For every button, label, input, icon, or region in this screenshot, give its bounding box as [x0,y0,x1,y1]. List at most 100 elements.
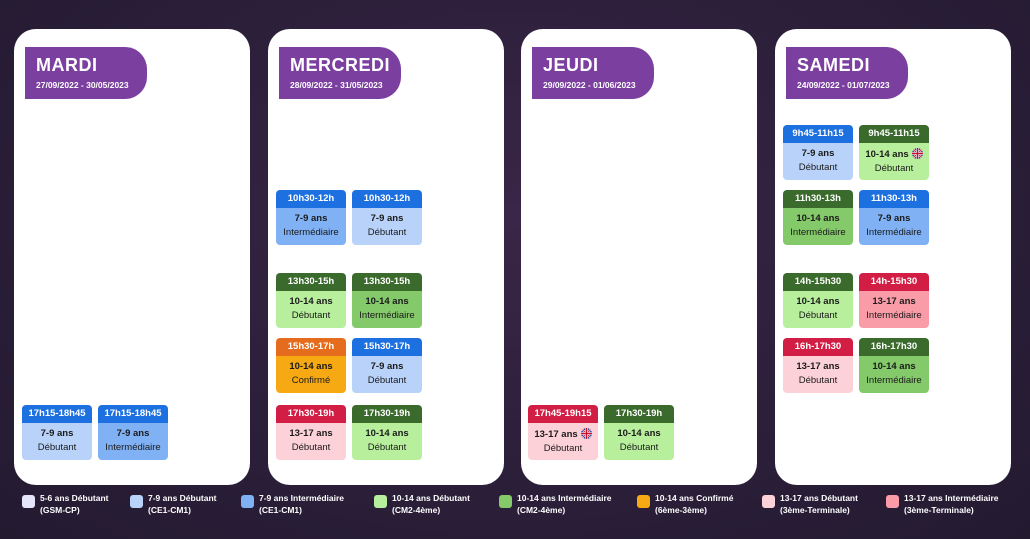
day-dates: 24/09/2022 - 01/07/2023 [797,80,890,90]
slot-age: 10-14 ans [796,213,840,224]
slot-age-row: 7-9 ans [22,423,92,439]
slot-time: 16h-17h30 [859,338,929,356]
class-slot[interactable]: 10h30-12h 7-9 ans Intermédiaire [276,190,346,245]
slot-body: 10-14 ans Débutant [604,423,674,460]
slot-time: 15h30-17h [352,338,422,356]
slot-time: 13h30-15h [276,273,346,291]
class-slot[interactable]: 17h30-19h 10-14 ans Débutant [604,405,674,460]
slot-body: 13-17 ans Débutant [783,356,853,393]
slot-level: Débutant [798,375,838,386]
slot-age: 10-14 ans [617,428,661,439]
uk-flag-icon [911,148,923,159]
slot-body: 13-17 ans Débutant [276,423,346,460]
slot-level: Intermédiaire [866,227,922,238]
slot-level: Débutant [543,443,583,454]
slot-time: 11h30-13h [783,190,853,208]
slot-body: 10-14 ans Débutant [276,291,346,328]
class-slot[interactable]: 15h30-17h 7-9 ans Débutant [352,338,422,393]
slot-time: 9h45-11h15 [859,125,929,143]
class-slot[interactable]: 17h30-19h 13-17 ans Débutant [276,405,346,460]
class-slot[interactable]: 17h15-18h45 7-9 ans Débutant [22,405,92,460]
day-header: SAMEDI 24/09/2022 - 01/07/2023 [786,47,908,99]
class-slot[interactable]: 9h45-11h15 10-14 ans Débutant [859,125,929,180]
slot-time: 17h30-19h [352,405,422,423]
slot-age: 7-9 ans [116,428,150,439]
slot-body: 10-14 ans Débutant [352,423,422,460]
slot-age: 10-14 ans [365,428,409,439]
slot-body: 7-9 ans Débutant [783,143,853,180]
legend-swatch [637,495,650,508]
slot-age: 7-9 ans [40,428,74,439]
legend-swatch [130,495,143,508]
class-slot[interactable]: 14h-15h30 13-17 ans Intermédiaire [859,273,929,328]
class-slot[interactable]: 16h-17h30 13-17 ans Débutant [783,338,853,393]
legend-swatch [241,495,254,508]
slot-body: 10-14 ans Confirmé [276,356,346,393]
slot-level: Débutant [798,310,838,321]
slot-age-row: 13-17 ans [859,291,929,307]
class-slot[interactable]: 17h15-18h45 7-9 ans Intermédiaire [98,405,168,460]
day-header: JEUDI 29/09/2022 - 01/06/2023 [532,47,654,99]
class-slot[interactable]: 17h30-19h 10-14 ans Débutant [352,405,422,460]
day-name: MERCREDI [290,55,391,75]
slot-time: 17h45-19h15 [528,405,598,423]
slot-age: 13-17 ans [534,429,578,440]
slot-age-row: 7-9 ans [98,423,168,439]
day-dates: 29/09/2022 - 01/06/2023 [543,80,636,90]
legend-label: 10-14 ans Débutant [392,493,470,503]
slot-time: 9h45-11h15 [783,125,853,143]
slot-time: 17h15-18h45 [98,405,168,423]
class-slot[interactable]: 13h30-15h 10-14 ans Intermédiaire [352,273,422,328]
day-name: SAMEDI [797,55,871,75]
slot-age-row: 7-9 ans [859,208,929,224]
legend-swatch [22,495,35,508]
slot-age-row: 10-14 ans [783,291,853,307]
class-slot[interactable]: 10h30-12h 7-9 ans Débutant [352,190,422,245]
legend-sublabel: (6ème-3ème) [655,505,707,515]
slot-age-row: 7-9 ans [352,356,422,372]
slot-level: Intermédiaire [866,375,922,386]
slot-body: 13-17 ans Débutant [528,423,598,460]
legend-label: 10-14 ans Intermédiaire [517,493,612,503]
class-slot[interactable]: 11h30-13h 7-9 ans Intermédiaire [859,190,929,245]
slot-age-row: 13-17 ans [276,423,346,439]
slot-age-row: 10-14 ans [604,423,674,439]
class-slot[interactable]: 17h45-19h15 13-17 ans Débutant [528,405,598,460]
slot-age-row: 10-14 ans [859,143,929,160]
class-slot[interactable]: 15h30-17h 10-14 ans Confirmé [276,338,346,393]
slot-age-row: 10-14 ans [352,423,422,439]
slot-time: 15h30-17h [276,338,346,356]
day-name: MARDI [36,55,98,75]
slot-age: 10-14 ans [796,296,840,307]
legend-sublabel: (3ème-Terminale) [780,505,850,515]
slot-level: Intermédiaire [105,442,161,453]
class-slot[interactable]: 9h45-11h15 7-9 ans Débutant [783,125,853,180]
slot-age-row: 10-14 ans [859,356,929,372]
class-slot[interactable]: 16h-17h30 10-14 ans Intermédiaire [859,338,929,393]
class-slot[interactable]: 11h30-13h 10-14 ans Intermédiaire [783,190,853,245]
slot-body: 13-17 ans Intermédiaire [859,291,929,328]
day-dates: 27/09/2022 - 30/05/2023 [36,80,129,90]
legend-sublabel: (CM2-4ème) [517,505,566,515]
day-header: MERCREDI 28/09/2022 - 31/05/2023 [279,47,401,99]
slot-level: Débutant [367,375,407,386]
slot-age: 7-9 ans [370,213,404,224]
slot-level: Intermédiaire [359,310,415,321]
slot-age: 10-14 ans [865,149,909,160]
legend-label: 7-9 ans Intermédiaire [259,493,345,503]
day-card-samedi: SAMEDI 24/09/2022 - 01/07/2023 [775,29,1011,485]
day-dates: 28/09/2022 - 31/05/2023 [290,80,383,90]
slot-level: Débutant [367,442,407,453]
slot-age: 7-9 ans [877,213,911,224]
slot-age-row: 10-14 ans [352,291,422,307]
uk-flag-icon [580,428,592,439]
class-slot[interactable]: 14h-15h30 10-14 ans Débutant [783,273,853,328]
slot-level: Débutant [367,227,407,238]
day-name: JEUDI [543,55,599,75]
slot-body: 7-9 ans Débutant [352,356,422,393]
slot-level: Intermédiaire [866,310,922,321]
slot-level: Débutant [619,442,659,453]
class-slot[interactable]: 13h30-15h 10-14 ans Débutant [276,273,346,328]
slot-body: 10-14 ans Débutant [783,291,853,328]
slot-age-row: 7-9 ans [276,208,346,224]
